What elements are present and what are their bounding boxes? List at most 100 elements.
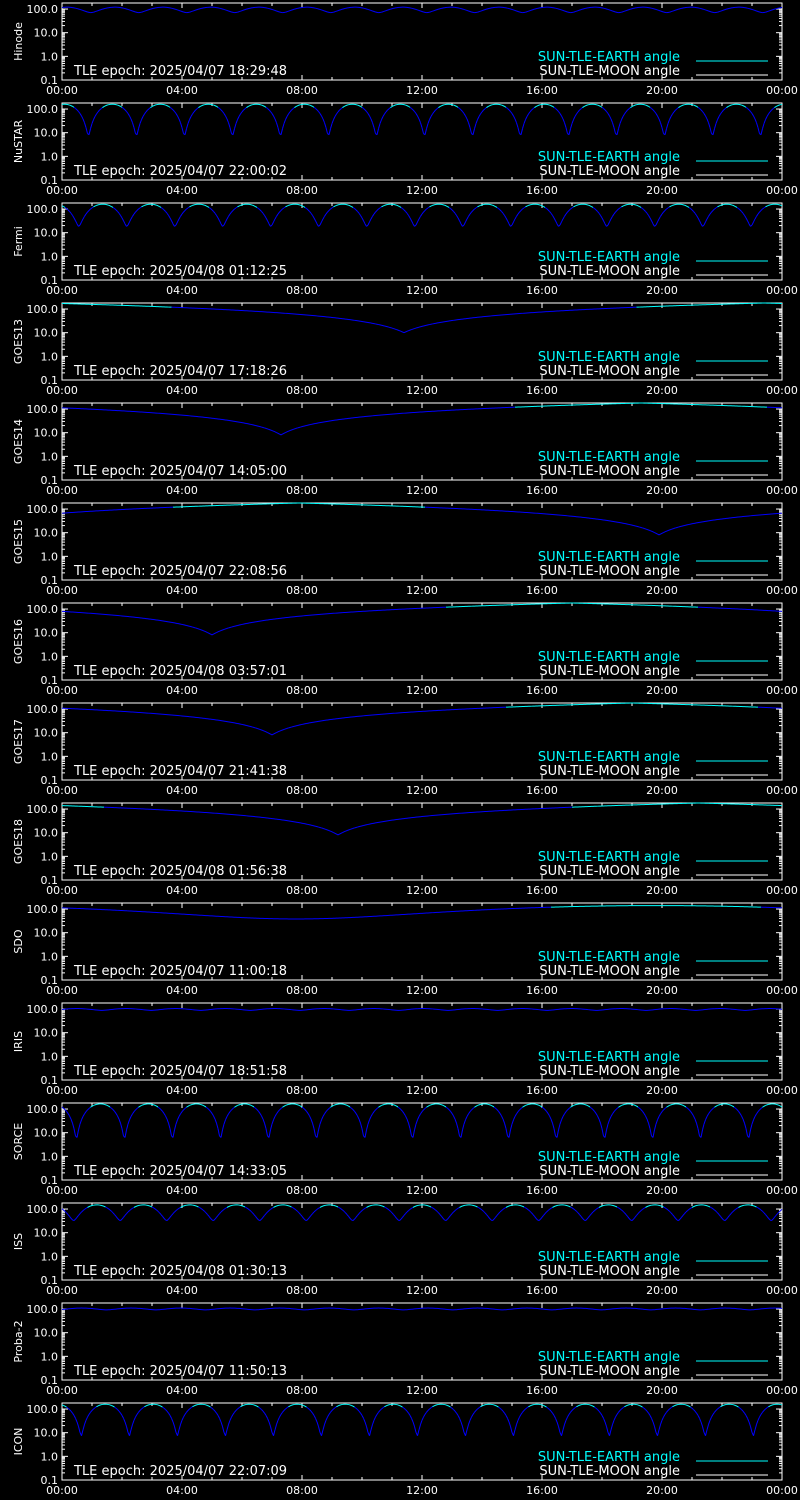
curve-segment <box>753 115 756 120</box>
curve-segment <box>501 211 504 214</box>
curve-segment <box>468 122 471 128</box>
curve-segment <box>696 105 699 108</box>
y-tick-label: 10.0 <box>34 427 59 440</box>
curve-segment <box>607 221 610 226</box>
curve-segment <box>334 204 337 207</box>
curve-segment <box>408 329 411 332</box>
curve-segment <box>199 628 202 631</box>
curve-segment <box>763 119 766 124</box>
curve-segment <box>366 224 369 227</box>
x-tick-label: 08:00 <box>286 784 318 797</box>
curve-segment <box>214 212 217 216</box>
curve-segment <box>378 207 381 210</box>
x-tick-label: 08:00 <box>286 384 318 397</box>
curve-segment <box>520 208 523 211</box>
curve-segment <box>516 213 519 217</box>
curve-segment <box>714 123 717 129</box>
curve-segment <box>747 108 750 111</box>
curve-segment <box>148 107 151 110</box>
x-tick-label: 04:00 <box>166 584 198 597</box>
curve-segment <box>286 113 289 117</box>
curve-segment <box>519 210 522 213</box>
curve-segment <box>259 728 262 731</box>
curve-segment <box>397 205 400 207</box>
curve-segment <box>552 215 555 219</box>
curve-segment <box>265 217 268 221</box>
legend-moon-label: SUN-TLE-MOON angle <box>539 64 680 79</box>
curve-segment <box>207 632 210 634</box>
curve-segment <box>655 113 658 117</box>
curve-segment <box>760 128 763 135</box>
x-tick-label: 00:00 <box>766 484 798 497</box>
curve-segment <box>522 207 525 210</box>
curve-segment <box>97 109 100 113</box>
curve-segment <box>312 215 315 219</box>
curve-segment <box>654 111 657 114</box>
curve-segment <box>739 209 742 212</box>
curve-segment <box>174 224 177 227</box>
curve-segment <box>145 109 148 113</box>
curve-segment <box>82 118 85 123</box>
curve-segment <box>526 10 529 13</box>
curve-segment <box>235 206 238 209</box>
curve-segment <box>402 208 405 211</box>
curve-segment <box>433 109 436 113</box>
curve-segment <box>411 328 414 331</box>
curve-segment <box>315 108 318 111</box>
curve-segment <box>514 118 517 123</box>
panel-goes18: 100.010.01.00.100:00 04:00 08:00 12:00 16:00… <box>12 802 798 897</box>
curve-segment <box>553 217 556 221</box>
curve-segment <box>703 113 706 117</box>
curve-segment <box>465 115 468 120</box>
curve-segment <box>418 216 421 220</box>
curve-segment <box>324 213 327 217</box>
curve-segment <box>81 9 84 11</box>
curve-segment <box>165 211 168 214</box>
curve-segment <box>384 10 387 12</box>
curve-segment <box>292 428 295 430</box>
curve-segment <box>130 9 133 12</box>
curve-segment <box>241 109 244 113</box>
curve-segment <box>628 107 631 110</box>
curve-segment <box>429 205 432 208</box>
curve-segment <box>619 206 622 209</box>
curve-segment <box>133 127 136 134</box>
curve-segment <box>448 207 451 209</box>
x-tick-label: 00:00 <box>766 284 798 297</box>
curve-segment <box>243 9 246 11</box>
curve-segment <box>168 215 171 219</box>
curve-segment <box>579 9 582 11</box>
curve-segment <box>196 107 199 110</box>
curve-segment <box>565 127 568 134</box>
curve-segment <box>637 205 640 207</box>
curve-segment <box>274 118 277 123</box>
curve-segment <box>757 211 760 215</box>
curve-segment <box>705 218 708 223</box>
x-tick-label: 04:00 <box>166 284 198 297</box>
x-tick-label: 00:00 <box>46 84 78 97</box>
curve-segment <box>178 118 181 123</box>
curve-segment <box>717 116 720 120</box>
curve-segment <box>213 211 216 214</box>
curve-segment <box>696 215 699 219</box>
curve-segment <box>510 224 513 227</box>
x-tick-label: 08:00 <box>286 684 318 697</box>
satellite-name: GOES14 <box>12 419 25 464</box>
curve-segment <box>597 211 600 214</box>
curve-segment <box>220 629 223 632</box>
curve-segment <box>747 220 750 225</box>
curve-segment <box>435 9 438 11</box>
curve-segment <box>153 104 156 107</box>
curve-segment <box>379 206 382 209</box>
curve-segment <box>279 210 282 213</box>
satellite-name: NuSTAR <box>12 120 25 164</box>
curve-segment <box>279 433 282 436</box>
x-tick-label: 04:00 <box>166 884 198 897</box>
curve-segment <box>127 113 130 117</box>
satellite-name: GOES13 <box>12 319 25 364</box>
curve-segment <box>625 109 628 113</box>
curve-segment <box>708 213 711 217</box>
curve-segment <box>223 628 226 630</box>
curve-segment <box>96 204 99 206</box>
curve-segment <box>651 108 654 111</box>
